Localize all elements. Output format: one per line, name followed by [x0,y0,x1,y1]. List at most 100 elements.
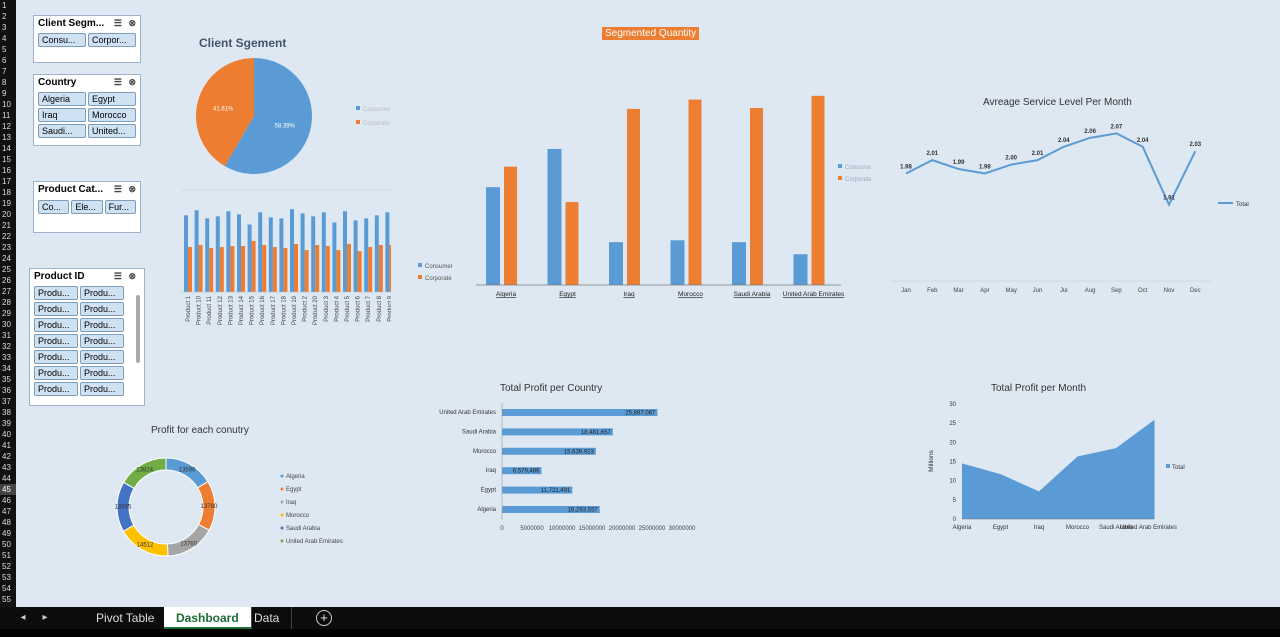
row-number[interactable]: 17 [2,177,11,186]
row-number[interactable]: 6 [2,56,7,65]
slicer-item[interactable]: Produ... [34,286,78,300]
row-number[interactable]: 20 [2,210,11,219]
multi-select-icon[interactable]: ☰ [113,184,122,194]
clear-filter-icon[interactable]: ⊗ [128,18,136,28]
row-number[interactable]: 14 [2,144,11,153]
row-number[interactable]: 16 [2,166,11,175]
slicer-item[interactable]: Produ... [34,334,78,348]
slicer-country[interactable]: Country ☰ ⊗ Algeria Egypt Iraq Morocco S… [33,74,141,146]
row-number[interactable]: 36 [2,386,11,395]
row-number[interactable]: 4 [2,34,7,43]
row-number[interactable]: 40 [2,430,11,439]
slicer-item[interactable]: Produ... [34,382,78,396]
tab-dashboard[interactable]: Dashboard [164,607,252,629]
row-number[interactable]: 10 [2,100,11,109]
row-number[interactable]: 11 [2,111,11,120]
slicer-item[interactable]: Produ... [80,382,124,396]
clear-filter-icon[interactable]: ⊗ [128,184,136,194]
row-number[interactable]: 24 [2,254,11,263]
row-number[interactable]: 32 [2,342,11,351]
row-number[interactable]: 47 [2,507,11,516]
row-number[interactable]: 22 [2,232,11,241]
slicer-product-id[interactable]: Product ID ☰ ⊗ Produ... Produ... Produ... P… [29,268,145,406]
slicer-item[interactable]: Iraq [38,108,86,122]
row-number[interactable]: 13 [2,133,11,142]
row-number[interactable]: 27 [2,287,11,296]
slicer-item[interactable]: Produ... [34,350,78,364]
slicer-item[interactable]: Ele... [71,200,103,214]
service-level-line-chart[interactable]: 1.98 Jan 2.01 Feb 1.99 Mar 1.98 Apr 2.00 May 2.01 J… [871,112,1271,297]
row-number[interactable]: 39 [2,419,11,428]
slicer-item[interactable]: Saudi... [38,124,86,138]
row-number[interactable]: 30 [2,320,11,329]
row-number[interactable]: 19 [2,199,11,208]
product-bar-chart[interactable]: Product 1 Product 10 Product 11 Product 12 P… [166,188,391,360]
client-segment-pie-chart[interactable]: 58.39% 41.61% Consumer Corporate [166,50,406,180]
row-number[interactable]: 5 [2,45,7,54]
next-sheet-icon[interactable]: ▸ [42,612,48,623]
row-number[interactable]: 3 [2,23,7,32]
slicer-item[interactable]: Produ... [80,318,124,332]
row-number[interactable]: 46 [2,496,11,505]
slicer-item[interactable]: Consu... [38,33,86,47]
row-number[interactable]: 2 [2,12,7,21]
slicer-item[interactable]: Produ... [80,334,124,348]
row-number[interactable]: 41 [2,441,11,450]
row-number[interactable]: 42 [2,452,11,461]
slicer-item[interactable]: Produ... [80,302,124,316]
row-number[interactable]: 35 [2,375,11,384]
slicer-item[interactable]: Produ... [34,366,78,380]
row-number[interactable]: 7 [2,67,7,76]
row-number[interactable]: 37 [2,397,11,406]
row-number[interactable]: 26 [2,276,11,285]
row-number[interactable]: 23 [2,243,11,252]
row-number[interactable]: 18 [2,188,11,197]
slicer-item[interactable]: Fur... [104,200,136,214]
row-number[interactable]: 55 [2,595,11,604]
tab-pivot-table[interactable]: Pivot Table [84,607,168,629]
slicer-item[interactable]: Produ... [34,302,78,316]
clear-filter-icon[interactable]: ⊗ [128,271,136,281]
slicer-item[interactable]: Egypt [88,92,136,106]
slicer-item[interactable]: Morocco [88,108,136,122]
multi-select-icon[interactable]: ☰ [113,77,122,87]
profit-per-country-chart[interactable]: United Arab Emirates 25,897,087 Saudi Arab… [396,398,696,538]
row-number[interactable]: 48 [2,518,11,527]
row-number[interactable]: 15 [2,155,11,164]
row-number[interactable]: 53 [2,573,11,582]
row-number[interactable]: 12 [2,122,11,131]
slicer-item[interactable]: Produ... [80,350,124,364]
row-number[interactable]: 25 [2,265,11,274]
row-number[interactable]: 50 [2,540,11,549]
slicer-item[interactable]: Algeria [38,92,86,106]
add-sheet-icon[interactable]: + [316,610,332,626]
row-number[interactable]: 51 [2,551,11,560]
row-number[interactable]: 28 [2,298,11,307]
segmented-quantity-chart[interactable]: Algeria Egypt Iraq Morocco Saudi Arabia Unite… [396,60,871,305]
multi-select-icon[interactable]: ☰ [113,271,122,281]
slicer-item[interactable]: Produ... [80,286,124,300]
slicer-scrollbar[interactable] [136,295,140,363]
row-number[interactable]: 33 [2,353,11,362]
row-number[interactable]: 1 [2,1,7,10]
slicer-item[interactable]: Co... [38,200,70,214]
slicer-item[interactable]: United... [88,124,136,138]
row-number[interactable]: 45 [0,484,16,495]
row-number[interactable]: 49 [2,529,11,538]
clear-filter-icon[interactable]: ⊗ [128,77,136,87]
slicer-item[interactable]: Produ... [80,366,124,380]
row-number[interactable]: 34 [2,364,11,373]
slicer-item[interactable]: Produ... [34,318,78,332]
row-number[interactable]: 44 [2,474,11,483]
slicer-item[interactable]: Corpor... [88,33,136,47]
row-number[interactable]: 38 [2,408,11,417]
row-number[interactable]: 9 [2,89,7,98]
row-number[interactable]: 8 [2,78,7,87]
row-number[interactable]: 29 [2,309,11,318]
row-number[interactable]: 21 [2,221,11,230]
multi-select-icon[interactable]: ☰ [113,18,122,28]
row-number[interactable]: 43 [2,463,11,472]
profit-country-donut-chart[interactable]: 13596 13780 13760 14512 13835 13824 Algeria Egy… [96,445,366,570]
tab-data[interactable]: Data [242,607,293,629]
profit-per-month-area-chart[interactable]: 0 5 10 15 20 25 30 Millions Algeria Egypt Iraq Moro… [906,395,1206,540]
